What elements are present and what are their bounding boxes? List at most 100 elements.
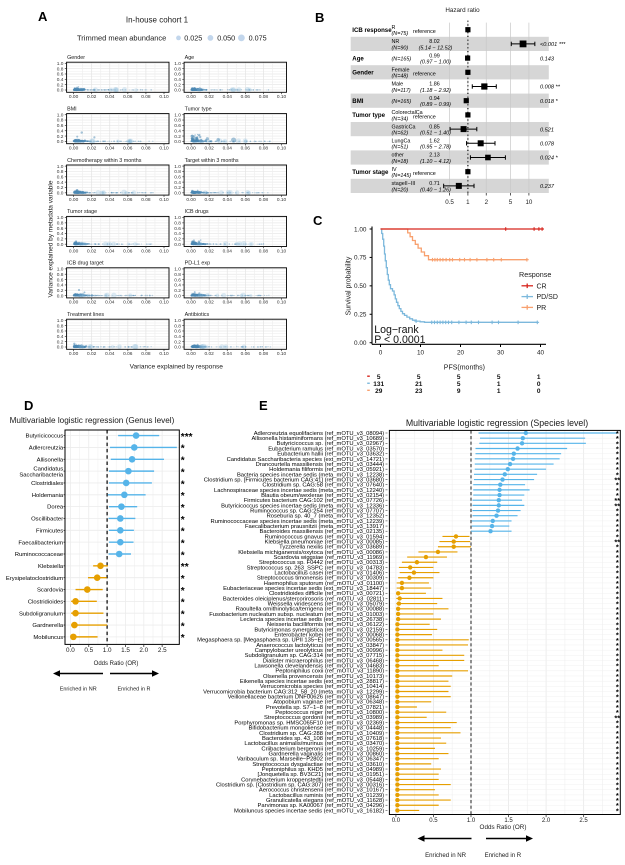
svg-text:Faecalibacterium: Faecalibacterium [18,540,63,546]
svg-text:0.10: 0.10 [159,248,169,254]
svg-text:0.008 **: 0.008 ** [540,85,561,91]
svg-text:1.0: 1.0 [174,112,181,118]
svg-text:0.02: 0.02 [205,300,215,306]
svg-text:1.0: 1.0 [57,112,64,118]
svg-text:0.0: 0.0 [392,818,401,824]
svg-text:Survival probability: Survival probability [346,256,353,315]
svg-text:Tumor type: Tumor type [185,106,212,112]
svg-text:0.10: 0.10 [277,248,287,254]
svg-text:*: * [181,467,185,478]
svg-text:0.4: 0.4 [57,77,64,83]
svg-text:*: * [181,527,185,538]
svg-text:*: * [181,633,185,644]
svg-text:0.0: 0.0 [57,88,64,94]
svg-text:0.00: 0.00 [69,351,79,357]
svg-text:C: C [313,213,323,228]
svg-text:0.0: 0.0 [174,191,181,197]
svg-text:Scardovia: Scardovia [37,588,64,594]
svg-text:1.0: 1.0 [103,647,112,654]
svg-text:0.08: 0.08 [141,146,151,152]
svg-text:(N=34): (N=34) [392,116,409,122]
svg-text:0.04: 0.04 [105,300,115,306]
svg-text:*: * [181,621,185,632]
svg-text:0.04: 0.04 [105,146,115,152]
svg-text:Multivariable logistic regress: Multivariable logistic regression (Speci… [406,418,588,428]
svg-text:0.6: 0.6 [57,72,64,78]
svg-text:10: 10 [417,350,425,357]
svg-text:stageII−III: stageII−III [392,181,416,187]
svg-text:Ruminococcaceae: Ruminococcaceae [15,552,64,558]
svg-text:1.86: 1.86 [429,82,440,88]
svg-text:0.02: 0.02 [205,248,215,254]
svg-text:0.6: 0.6 [174,329,181,335]
svg-text:0.00: 0.00 [186,300,196,306]
svg-text:(1.10 − 4.12): (1.10 − 4.12) [420,159,451,165]
svg-text:0.08: 0.08 [141,300,151,306]
svg-text:*: * [181,491,185,502]
svg-text:P < 0.0001: P < 0.0001 [374,334,425,346]
svg-text:0.143: 0.143 [540,56,555,62]
svg-text:0.8: 0.8 [174,221,181,227]
svg-text:1.5: 1.5 [121,647,130,654]
svg-text:D: D [24,398,33,413]
svg-text:(N=90): (N=90) [392,45,409,51]
svg-text:*: * [181,586,185,597]
svg-text:0.2: 0.2 [174,237,181,243]
svg-text:LungCa: LungCa [392,139,411,145]
svg-text:PD-L1 exp: PD-L1 exp [185,261,210,267]
svg-text:0.00: 0.00 [186,94,196,100]
svg-text:0.6: 0.6 [174,72,181,78]
svg-text:0.8: 0.8 [57,118,64,124]
svg-text:0.0: 0.0 [174,88,181,94]
svg-text:0.08: 0.08 [259,94,269,100]
svg-text:0.02: 0.02 [205,351,215,357]
svg-text:0: 0 [537,388,541,395]
svg-text:0.02: 0.02 [87,351,97,357]
svg-text:<0.001 ***: <0.001 *** [540,42,566,48]
svg-text:5: 5 [457,381,461,388]
svg-text:0.6: 0.6 [174,277,181,283]
svg-text:0.2: 0.2 [57,82,64,88]
svg-text:Klebsiella: Klebsiella [38,564,64,570]
svg-text:0.02: 0.02 [87,146,97,152]
svg-text:Mobiluncus: Mobiluncus [33,635,63,641]
svg-text:0.8: 0.8 [174,169,181,175]
svg-text:0.6: 0.6 [174,123,181,129]
svg-text:0.10: 0.10 [277,351,287,357]
svg-text:21: 21 [415,381,423,388]
svg-text:1.0: 1.0 [57,215,64,221]
svg-text:0.0: 0.0 [57,139,64,145]
svg-text:0.00: 0.00 [186,248,196,254]
svg-text:0.02: 0.02 [87,197,97,203]
svg-text:131: 131 [373,381,384,388]
svg-text:*: * [181,598,185,609]
svg-text:0.521: 0.521 [540,127,554,133]
svg-text:0.08: 0.08 [259,248,269,254]
svg-text:(0.95 − 2.78): (0.95 − 2.78) [420,145,451,151]
svg-text:*: * [181,503,185,514]
svg-text:*: * [181,515,185,526]
svg-text:0.2: 0.2 [57,185,64,191]
svg-text:0.25: 0.25 [354,312,367,319]
svg-text:Antibiotics: Antibiotics [185,312,210,318]
svg-text:Response: Response [519,270,551,279]
svg-text:(N=117): (N=117) [392,88,411,94]
svg-text:0.2: 0.2 [57,288,64,294]
svg-text:Mobiluncus species incertae se: Mobiluncus species incertae sedis (ext_m… [234,808,384,814]
svg-text:0.08: 0.08 [141,248,151,254]
svg-text:NR: NR [392,39,400,45]
svg-text:0.08: 0.08 [259,300,269,306]
svg-text:Male: Male [392,82,404,88]
svg-text:(N=62): (N=62) [392,131,409,137]
svg-text:0.02: 0.02 [87,94,97,100]
svg-text:9: 9 [457,388,461,395]
svg-text:20: 20 [457,350,465,357]
svg-text:0.00: 0.00 [69,300,79,306]
svg-text:Butyricicoccus: Butyricicoccus [26,434,64,440]
svg-text:0.4: 0.4 [174,180,181,186]
svg-text:0.4: 0.4 [174,231,181,237]
svg-text:*: * [181,479,185,490]
svg-text:0.0: 0.0 [174,242,181,248]
svg-text:0.078: 0.078 [540,142,555,148]
svg-text:0.4: 0.4 [174,334,181,340]
